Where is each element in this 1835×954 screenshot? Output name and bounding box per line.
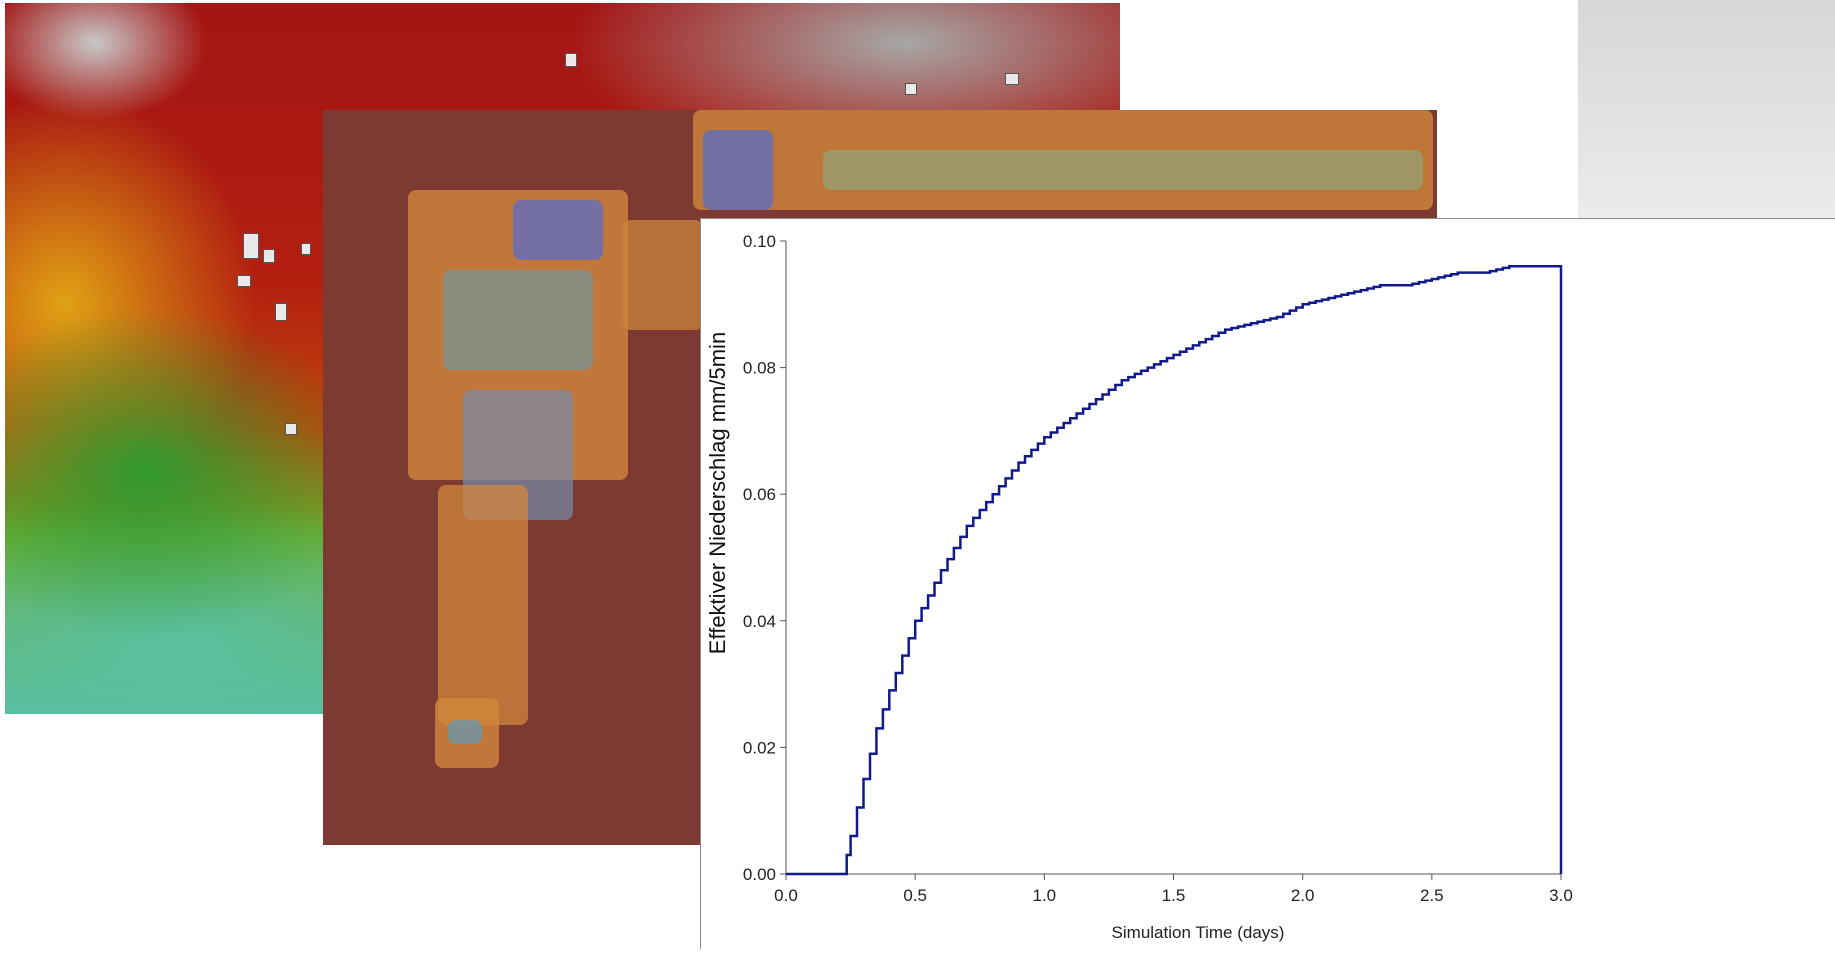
- map-building: [565, 53, 577, 67]
- x-tick-label: 2.5: [1420, 886, 1444, 905]
- y-tick-group: 0.00 0.02 0.04 0.06 0.08 0.10: [743, 232, 786, 884]
- x-tick-label: 0.0: [774, 886, 798, 905]
- map-building: [301, 243, 311, 255]
- map-building: [237, 275, 251, 287]
- map-building: [905, 83, 917, 95]
- map-building: [275, 303, 287, 321]
- x-tick-label: 1.0: [1033, 886, 1057, 905]
- flood-area: [438, 485, 528, 725]
- effective-precipitation-chart: 0.0 0.5 1.0 1.5 2.0 2.5 3.0 0.000.020.040.060.…: [705, 232, 1573, 942]
- flood-area: [443, 270, 593, 370]
- series-line: [786, 265, 1563, 876]
- x-axis-label: Simulation Time (days): [1112, 923, 1285, 942]
- y-tick-label: 0.06: [743, 485, 776, 504]
- y-axis-label: Effektiver Niederschlag mm/5min: [705, 332, 730, 654]
- x-tick-label: 2.0: [1291, 886, 1315, 905]
- map-building: [263, 249, 275, 263]
- flood-area: [823, 150, 1423, 190]
- y-tick-label: 0.04: [743, 612, 776, 631]
- background-panel: [1578, 0, 1835, 218]
- x-tick-label: 0.5: [903, 886, 927, 905]
- map-building: [243, 233, 259, 259]
- flood-area: [448, 720, 482, 744]
- flood-area: [513, 200, 603, 260]
- x-tick-label: 3.0: [1549, 886, 1573, 905]
- y-tick-label: 0.08: [743, 359, 776, 378]
- y-tick-label: 0.02: [743, 738, 776, 757]
- y-tick-label: 0.00: [743, 865, 776, 884]
- chart-frame: 0.0 0.5 1.0 1.5 2.0 2.5 3.0 0.00 0.02 0.04 0.06 0.…: [700, 218, 1835, 949]
- map-building: [285, 423, 297, 435]
- y-tick-label: 0.10: [743, 232, 776, 251]
- x-tick-group: 0.0 0.5 1.0 1.5 2.0 2.5 3.0: [774, 874, 1573, 905]
- flood-area: [623, 220, 703, 330]
- map-building: [1005, 73, 1019, 85]
- flood-area: [703, 130, 773, 210]
- x-tick-label: 1.5: [1162, 886, 1186, 905]
- axes: [785, 241, 1561, 875]
